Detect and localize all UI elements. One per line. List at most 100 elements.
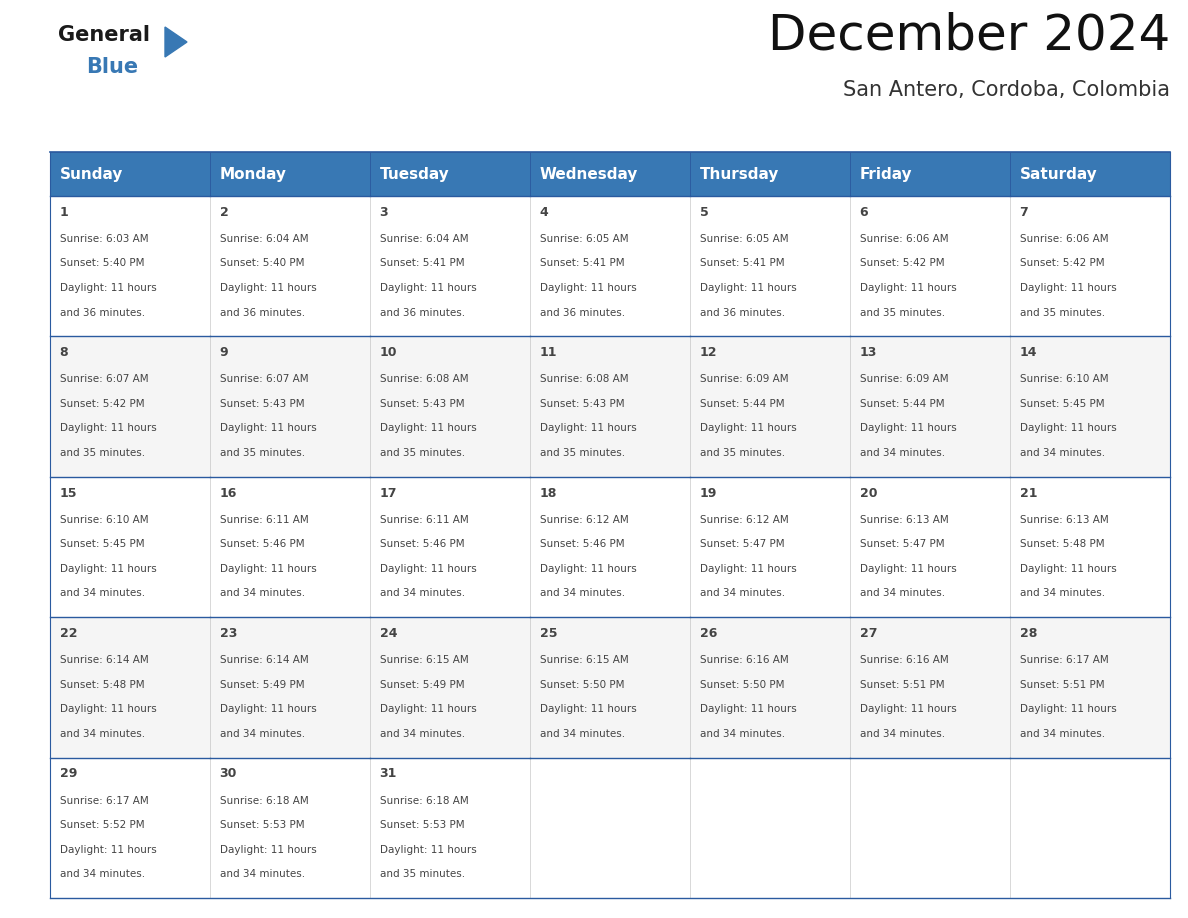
Bar bbox=[210, 617, 369, 757]
Text: and 34 minutes.: and 34 minutes. bbox=[59, 869, 145, 879]
Bar bbox=[369, 196, 530, 336]
Text: Sunset: 5:47 PM: Sunset: 5:47 PM bbox=[860, 539, 944, 549]
Text: Sunset: 5:44 PM: Sunset: 5:44 PM bbox=[700, 399, 784, 409]
Text: Sunset: 5:46 PM: Sunset: 5:46 PM bbox=[539, 539, 624, 549]
Text: Sunrise: 6:10 AM: Sunrise: 6:10 AM bbox=[59, 515, 148, 525]
Bar bbox=[50, 617, 210, 757]
Bar bbox=[369, 617, 530, 757]
Text: Sunset: 5:49 PM: Sunset: 5:49 PM bbox=[220, 679, 304, 689]
Text: 5: 5 bbox=[700, 206, 708, 218]
Text: Daylight: 11 hours: Daylight: 11 hours bbox=[1019, 423, 1117, 433]
Text: Daylight: 11 hours: Daylight: 11 hours bbox=[59, 283, 157, 293]
Text: Sunrise: 6:08 AM: Sunrise: 6:08 AM bbox=[380, 375, 468, 385]
Text: and 35 minutes.: and 35 minutes. bbox=[860, 308, 944, 318]
Text: 14: 14 bbox=[1019, 346, 1037, 359]
Text: Sunrise: 6:16 AM: Sunrise: 6:16 AM bbox=[860, 655, 948, 666]
Text: Sunrise: 6:13 AM: Sunrise: 6:13 AM bbox=[860, 515, 948, 525]
Bar bbox=[50, 757, 210, 898]
Bar bbox=[1010, 336, 1170, 476]
Text: 18: 18 bbox=[539, 487, 557, 499]
Text: 7: 7 bbox=[1019, 206, 1029, 218]
Text: and 34 minutes.: and 34 minutes. bbox=[539, 729, 625, 739]
Bar bbox=[50, 196, 210, 336]
Text: and 34 minutes.: and 34 minutes. bbox=[1019, 448, 1105, 458]
Bar bbox=[690, 196, 849, 336]
Text: 11: 11 bbox=[539, 346, 557, 359]
Text: Sunset: 5:48 PM: Sunset: 5:48 PM bbox=[59, 679, 144, 689]
Bar bbox=[849, 757, 1010, 898]
Text: Daylight: 11 hours: Daylight: 11 hours bbox=[539, 704, 637, 714]
Text: Sunset: 5:43 PM: Sunset: 5:43 PM bbox=[539, 399, 624, 409]
Text: 13: 13 bbox=[860, 346, 877, 359]
Text: Sunrise: 6:06 AM: Sunrise: 6:06 AM bbox=[1019, 234, 1108, 244]
Text: and 35 minutes.: and 35 minutes. bbox=[59, 448, 145, 458]
Text: 24: 24 bbox=[380, 627, 397, 640]
Text: Sunrise: 6:04 AM: Sunrise: 6:04 AM bbox=[220, 234, 308, 244]
Bar bbox=[50, 476, 210, 617]
Text: Sunset: 5:43 PM: Sunset: 5:43 PM bbox=[380, 399, 465, 409]
Text: 16: 16 bbox=[220, 487, 236, 499]
Text: Sunset: 5:46 PM: Sunset: 5:46 PM bbox=[220, 539, 304, 549]
Text: and 34 minutes.: and 34 minutes. bbox=[860, 729, 944, 739]
Text: 1: 1 bbox=[59, 206, 69, 218]
Text: Daylight: 11 hours: Daylight: 11 hours bbox=[860, 564, 956, 574]
Text: and 34 minutes.: and 34 minutes. bbox=[700, 588, 785, 599]
Text: Daylight: 11 hours: Daylight: 11 hours bbox=[1019, 564, 1117, 574]
Text: Daylight: 11 hours: Daylight: 11 hours bbox=[59, 423, 157, 433]
Text: Sunrise: 6:06 AM: Sunrise: 6:06 AM bbox=[860, 234, 948, 244]
Bar bbox=[369, 336, 530, 476]
Text: Sunrise: 6:17 AM: Sunrise: 6:17 AM bbox=[59, 796, 148, 805]
Text: and 35 minutes.: and 35 minutes. bbox=[220, 448, 305, 458]
Text: Daylight: 11 hours: Daylight: 11 hours bbox=[380, 564, 476, 574]
Text: and 34 minutes.: and 34 minutes. bbox=[220, 869, 305, 879]
Bar bbox=[369, 757, 530, 898]
Text: Friday: Friday bbox=[860, 166, 912, 182]
Text: 9: 9 bbox=[220, 346, 228, 359]
Text: Daylight: 11 hours: Daylight: 11 hours bbox=[1019, 283, 1117, 293]
Text: Sunrise: 6:09 AM: Sunrise: 6:09 AM bbox=[860, 375, 948, 385]
Text: Sunrise: 6:12 AM: Sunrise: 6:12 AM bbox=[700, 515, 789, 525]
Text: and 34 minutes.: and 34 minutes. bbox=[860, 448, 944, 458]
Text: Daylight: 11 hours: Daylight: 11 hours bbox=[380, 283, 476, 293]
Text: Saturday: Saturday bbox=[1019, 166, 1098, 182]
Text: Sunrise: 6:11 AM: Sunrise: 6:11 AM bbox=[380, 515, 468, 525]
Text: 25: 25 bbox=[539, 627, 557, 640]
Text: Sunset: 5:42 PM: Sunset: 5:42 PM bbox=[59, 399, 144, 409]
Text: Sunrise: 6:17 AM: Sunrise: 6:17 AM bbox=[1019, 655, 1108, 666]
Text: and 35 minutes.: and 35 minutes. bbox=[380, 869, 465, 879]
Text: and 34 minutes.: and 34 minutes. bbox=[1019, 588, 1105, 599]
Text: Daylight: 11 hours: Daylight: 11 hours bbox=[220, 283, 316, 293]
Bar bbox=[690, 336, 849, 476]
Bar bbox=[849, 196, 1010, 336]
Text: 4: 4 bbox=[539, 206, 549, 218]
Text: 15: 15 bbox=[59, 487, 77, 499]
Text: Sunset: 5:51 PM: Sunset: 5:51 PM bbox=[1019, 679, 1104, 689]
Text: 3: 3 bbox=[380, 206, 388, 218]
Bar bbox=[369, 152, 530, 196]
Text: and 36 minutes.: and 36 minutes. bbox=[539, 308, 625, 318]
Text: Daylight: 11 hours: Daylight: 11 hours bbox=[700, 423, 796, 433]
Text: and 34 minutes.: and 34 minutes. bbox=[539, 588, 625, 599]
Text: Sunset: 5:46 PM: Sunset: 5:46 PM bbox=[380, 539, 465, 549]
Text: Sunrise: 6:18 AM: Sunrise: 6:18 AM bbox=[380, 796, 468, 805]
Text: Sunset: 5:53 PM: Sunset: 5:53 PM bbox=[220, 820, 304, 830]
Text: Daylight: 11 hours: Daylight: 11 hours bbox=[59, 704, 157, 714]
Bar bbox=[849, 336, 1010, 476]
Text: Sunrise: 6:03 AM: Sunrise: 6:03 AM bbox=[59, 234, 148, 244]
Bar bbox=[530, 476, 690, 617]
Text: Sunrise: 6:14 AM: Sunrise: 6:14 AM bbox=[220, 655, 309, 666]
Text: 22: 22 bbox=[59, 627, 77, 640]
Text: and 34 minutes.: and 34 minutes. bbox=[700, 729, 785, 739]
Text: Sunrise: 6:08 AM: Sunrise: 6:08 AM bbox=[539, 375, 628, 385]
Text: December 2024: December 2024 bbox=[767, 12, 1170, 60]
Text: Daylight: 11 hours: Daylight: 11 hours bbox=[860, 423, 956, 433]
Text: Daylight: 11 hours: Daylight: 11 hours bbox=[539, 564, 637, 574]
Text: Sunset: 5:40 PM: Sunset: 5:40 PM bbox=[59, 259, 144, 268]
Text: and 35 minutes.: and 35 minutes. bbox=[1019, 308, 1105, 318]
Text: Daylight: 11 hours: Daylight: 11 hours bbox=[860, 704, 956, 714]
Text: Sunset: 5:42 PM: Sunset: 5:42 PM bbox=[860, 259, 944, 268]
Text: and 35 minutes.: and 35 minutes. bbox=[700, 448, 785, 458]
Text: 2: 2 bbox=[220, 206, 228, 218]
Text: and 36 minutes.: and 36 minutes. bbox=[380, 308, 465, 318]
Text: Thursday: Thursday bbox=[700, 166, 779, 182]
